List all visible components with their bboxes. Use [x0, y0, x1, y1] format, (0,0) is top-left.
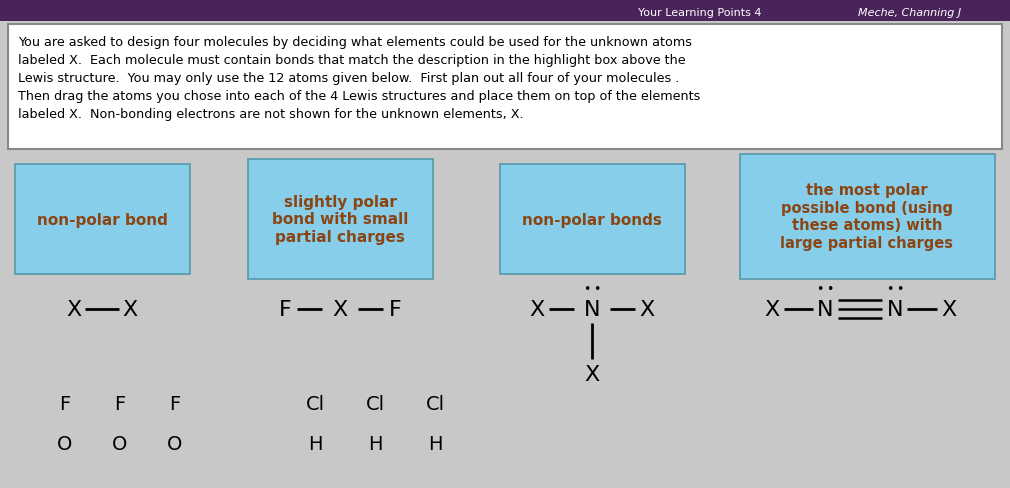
Text: N: N	[584, 299, 600, 319]
Text: O: O	[112, 435, 127, 453]
Text: non-polar bonds: non-polar bonds	[522, 212, 662, 227]
Text: •: •	[887, 283, 894, 296]
Text: •: •	[593, 283, 601, 296]
Text: non-polar bond: non-polar bond	[36, 212, 168, 227]
Text: Your Learning Points 4: Your Learning Points 4	[638, 8, 762, 18]
Bar	[500, 164, 685, 274]
Text: F: F	[170, 395, 181, 414]
Text: Meche, Channing J: Meche, Channing J	[858, 8, 962, 18]
Text: •: •	[584, 283, 591, 296]
Text: •: •	[816, 283, 824, 296]
Text: O: O	[168, 435, 183, 453]
Text: X: X	[765, 299, 780, 319]
Text: F: F	[279, 299, 291, 319]
Text: X: X	[67, 299, 82, 319]
Text: •: •	[826, 283, 833, 296]
Bar	[15, 164, 190, 274]
Bar	[0, 155, 1010, 488]
Bar	[248, 160, 433, 280]
Text: X: X	[332, 299, 347, 319]
Text: H: H	[428, 435, 442, 453]
Bar	[740, 155, 995, 280]
Text: •: •	[896, 283, 904, 296]
Text: X: X	[585, 364, 600, 384]
Text: the most polar
possible bond (using
these atoms) with
large partial charges: the most polar possible bond (using thes…	[781, 183, 953, 250]
Text: X: X	[941, 299, 956, 319]
Text: N: N	[887, 299, 903, 319]
Text: Cl: Cl	[305, 395, 324, 414]
Text: N: N	[817, 299, 833, 319]
Text: F: F	[114, 395, 125, 414]
Text: X: X	[639, 299, 654, 319]
Bar	[8, 25, 1002, 150]
Bar	[0, 0, 1010, 22]
Text: X: X	[529, 299, 544, 319]
Text: Cl: Cl	[366, 395, 385, 414]
Text: F: F	[389, 299, 401, 319]
Text: You are asked to design four molecules by deciding what elements could be used f: You are asked to design four molecules b…	[18, 36, 700, 121]
Text: Cl: Cl	[425, 395, 444, 414]
Text: O: O	[58, 435, 73, 453]
Text: slightly polar
bond with small
partial charges: slightly polar bond with small partial c…	[272, 195, 408, 244]
Text: F: F	[60, 395, 71, 414]
Text: H: H	[368, 435, 382, 453]
Text: X: X	[122, 299, 137, 319]
Text: H: H	[308, 435, 322, 453]
